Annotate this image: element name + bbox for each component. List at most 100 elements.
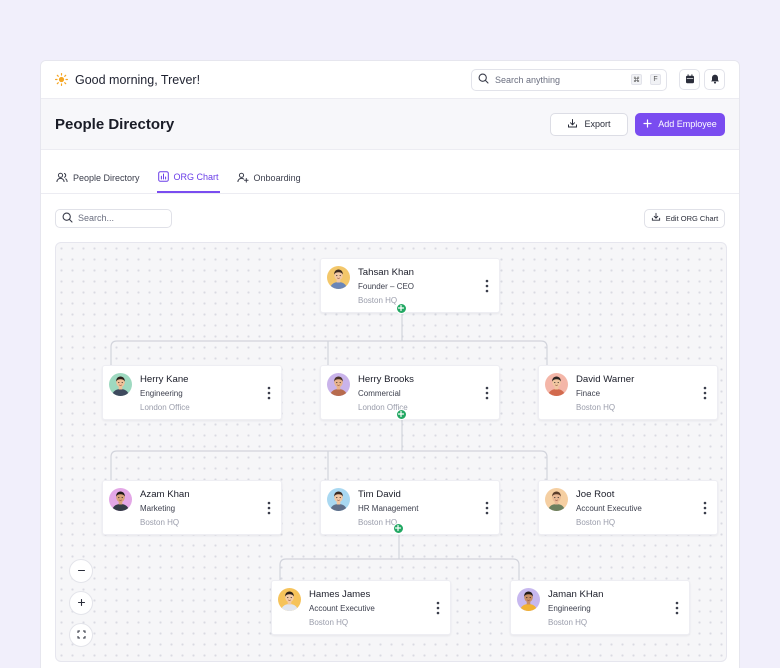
avatar (109, 373, 132, 396)
more-options-icon[interactable] (675, 601, 679, 615)
more-options-icon[interactable] (485, 386, 489, 400)
edit-org-chart-label: Edit ORG Chart (665, 213, 719, 223)
employee-name: Hames James (309, 589, 371, 600)
org-card-jaman-khan[interactable]: Jaman KHan Engineering Boston HQ (510, 580, 690, 635)
export-label: Export (584, 119, 611, 129)
employee-location: London Office (140, 403, 190, 412)
org-card-tim-david[interactable]: Tim David HR Management Boston HQ (320, 480, 500, 535)
plus-icon (643, 118, 652, 130)
org-toolbar: Search... Edit ORG Chart (41, 194, 739, 242)
tab-onboarding[interactable]: Onboarding (236, 163, 302, 193)
global-search-input[interactable]: Search anything ⌘ F (471, 68, 667, 91)
avatar (109, 488, 132, 511)
search-icon (478, 73, 489, 86)
avatar (327, 373, 350, 396)
expand-node-icon[interactable] (393, 523, 404, 534)
org-card-david-warner[interactable]: David Warner Finace Boston HQ (538, 365, 718, 420)
export-button[interactable]: Export (550, 112, 628, 136)
org-card-azam-khan[interactable]: Azam Khan Marketing Boston HQ (102, 480, 282, 535)
employee-role: Commercial (358, 389, 401, 398)
expand-node-icon[interactable] (396, 409, 407, 420)
greeting: Good morning, Trever! (55, 73, 200, 87)
zoom-in-button[interactable] (69, 591, 93, 615)
page-header: People Directory Export Add Employee (41, 99, 739, 150)
app-window: Good morning, Trever! Search anything ⌘ … (40, 60, 740, 668)
fit-screen-button[interactable] (69, 623, 93, 647)
employee-role: Marketing (140, 504, 176, 513)
employee-name: Herry Brooks (358, 374, 414, 385)
top-bar: Good morning, Trever! Search anything ⌘ … (41, 61, 739, 99)
expand-node-icon[interactable] (396, 303, 407, 314)
avatar (327, 488, 350, 511)
employee-location: Boston HQ (358, 296, 398, 305)
avatar (327, 266, 350, 289)
avatar (517, 588, 540, 611)
org-card-herry-kane[interactable]: Herry Kane Engineering London Office (102, 365, 282, 420)
greeting-text: Good morning, Trever! (75, 72, 201, 87)
avatar (278, 588, 301, 611)
employee-location: Boston HQ (576, 518, 616, 527)
employee-role: Finace (576, 389, 601, 398)
employee-location: Boston HQ (140, 518, 180, 527)
org-card-joe-root[interactable]: Joe Root Account Executive Boston HQ (538, 480, 718, 535)
more-options-icon[interactable] (703, 386, 707, 400)
more-options-icon[interactable] (485, 501, 489, 515)
avatar (545, 373, 568, 396)
tab-label: ORG Chart (173, 172, 219, 182)
avatar (545, 488, 568, 511)
more-options-icon[interactable] (703, 501, 707, 515)
fullscreen-icon (77, 626, 86, 644)
more-options-icon[interactable] (436, 601, 440, 615)
employee-name: Tim David (358, 489, 401, 500)
employee-name: Joe Root (576, 489, 615, 500)
employee-role: Account Executive (576, 504, 642, 513)
edit-org-chart-button[interactable]: Edit ORG Chart (644, 208, 725, 228)
org-search-placeholder: Search... (78, 213, 115, 223)
users-icon (56, 172, 68, 185)
employee-role: HR Management (358, 504, 419, 513)
org-card-herry-brooks[interactable]: Herry Brooks Commercial London Office (320, 365, 500, 420)
employee-name: Tahsan Khan (358, 267, 415, 278)
employee-name: David Warner (576, 374, 635, 385)
org-chart-canvas[interactable]: Tahsan Khan Founder – CEO Boston HQ Herr… (55, 242, 727, 662)
connector-lines (110, 311, 548, 580)
employee-name: Jaman KHan (548, 589, 604, 600)
shortcut-f-key: F (650, 74, 661, 85)
more-options-icon[interactable] (267, 386, 271, 400)
employee-name: Herry Kane (140, 374, 189, 385)
tab-org-chart[interactable]: ORG Chart (156, 163, 220, 193)
tab-bar: People Directory ORG Chart Onboarding (41, 150, 739, 194)
employee-role: Founder – CEO (358, 282, 415, 291)
calendar-button[interactable] (679, 69, 700, 90)
shortcut-cmd-key: ⌘ (631, 74, 642, 85)
sun-icon (55, 73, 68, 86)
employee-role: Engineering (548, 604, 591, 613)
employee-role: Account Executive (309, 604, 375, 613)
employee-location: Boston HQ (358, 518, 398, 527)
zoom-out-button[interactable] (69, 559, 93, 583)
employee-location: Boston HQ (548, 618, 588, 627)
bell-icon (710, 71, 720, 89)
add-employee-button[interactable]: Add Employee (635, 112, 725, 136)
employee-name: Azam Khan (140, 489, 190, 500)
minus-icon (77, 562, 86, 580)
org-card-hames-james[interactable]: Hames James Account Executive Boston HQ (271, 580, 451, 635)
download-icon (651, 212, 661, 224)
more-options-icon[interactable] (267, 501, 271, 515)
notifications-button[interactable] (704, 69, 725, 90)
search-icon (62, 212, 73, 225)
tab-people-directory[interactable]: People Directory (55, 163, 141, 193)
more-options-icon[interactable] (485, 279, 489, 293)
employee-location: Boston HQ (576, 403, 616, 412)
employee-location: Boston HQ (309, 618, 349, 627)
org-search-input[interactable]: Search... (55, 208, 172, 228)
tab-label: Onboarding (253, 173, 301, 183)
employee-role: Engineering (140, 389, 183, 398)
user-plus-icon (236, 172, 249, 185)
org-card-tahsan-khan[interactable]: Tahsan Khan Founder – CEO Boston HQ (320, 258, 500, 313)
employee-location: London Office (358, 403, 408, 412)
add-employee-label: Add Employee (658, 119, 717, 129)
download-icon (567, 118, 578, 131)
search-placeholder: Search anything (495, 74, 561, 85)
tab-label: People Directory (73, 173, 140, 183)
